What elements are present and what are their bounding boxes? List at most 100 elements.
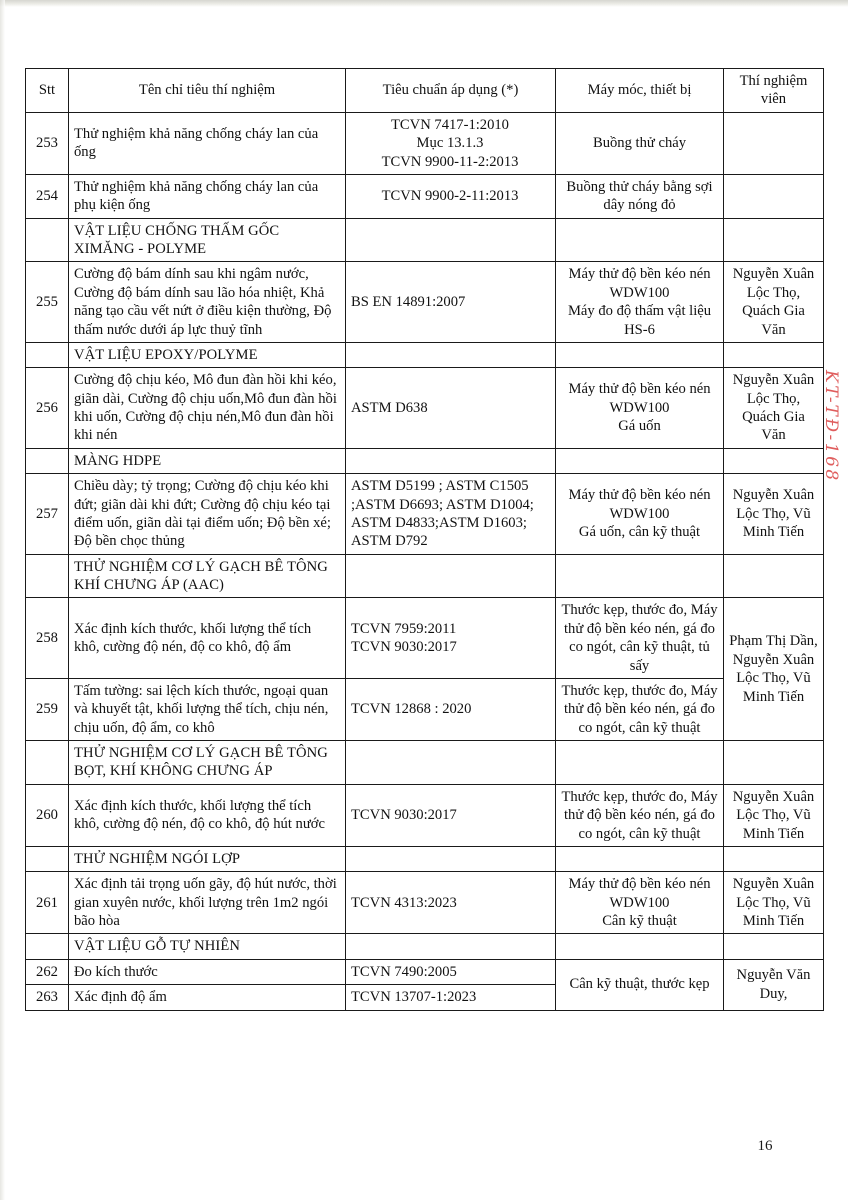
- row-name: Xác định kích thước, khối lượng thể tích…: [68, 597, 346, 679]
- row-name: Xác định kích thước, khối lượng thể tích…: [68, 783, 346, 847]
- row-technician: Nguyễn Xuân Lộc Thọ, Vũ Minh Tiến: [723, 473, 824, 555]
- section-standard-empty: [345, 933, 556, 960]
- row-name: Xác định độ ẩm: [68, 984, 346, 1011]
- row-name: Chiều dày; tỷ trọng; Cường độ chịu kéo k…: [68, 473, 346, 555]
- table-row: 261 Xác định tải trọng uốn gãy, độ hút n…: [25, 871, 824, 935]
- section-standard-empty: [345, 845, 556, 873]
- row-equipment: Thước kẹp, thước đo, Máy thử độ bền kéo …: [555, 677, 724, 742]
- section-title: THỬ NGHIỆM CƠ LÝ GẠCH BÊ TÔNG BỌT, KHÍ K…: [68, 740, 346, 785]
- section-stt-empty: [25, 341, 69, 369]
- row-standard: TCVN 7959:2011 TCVN 9030:2017: [345, 597, 556, 679]
- table-row: 255 Cường độ bám dính sau khi ngâm nước,…: [25, 261, 824, 343]
- section-stt-empty: [25, 217, 69, 263]
- section-row: THỬ NGHIỆM NGÓI LỢP: [25, 845, 824, 873]
- section-equipment-empty: [555, 740, 724, 785]
- row-technician: Nguyễn Xuân Lộc Thọ, Vũ Minh Tiến: [723, 871, 824, 935]
- section-technician-empty: [723, 933, 824, 960]
- row-technician: [723, 111, 824, 175]
- row-technician: Nguyễn Xuân Lộc Thọ, Quách Gia Văn: [723, 261, 824, 343]
- page-number: 16: [757, 1138, 773, 1154]
- section-technician-empty: [723, 740, 824, 785]
- row-equipment: Cân kỹ thuật, thước kẹp: [555, 958, 724, 1011]
- row-name: Tấm tường: sai lệch kích thước, ngoại qu…: [68, 677, 346, 742]
- row-standard: TCVN 13707-1:2023: [345, 984, 556, 1011]
- section-equipment-empty: [555, 447, 724, 475]
- section-equipment-empty: [555, 553, 724, 599]
- row-stt: 255: [25, 261, 69, 343]
- column-header-name: Tên chỉ tiêu thí nghiệm: [68, 68, 346, 113]
- table-row: 263 Xác định độ ẩm TCVN 13707-1:2023: [25, 984, 824, 1011]
- row-technician: Nguyễn Xuân Lộc Thọ, Vũ Minh Tiến: [723, 783, 824, 847]
- section-row: VẬT LIỆU GỖ TỰ NHIÊN: [25, 933, 824, 960]
- section-stt-empty: [25, 553, 69, 599]
- row-standard: ASTM D5199 ; ASTM C1505 ;ASTM D6693; AST…: [345, 473, 556, 555]
- row-standard: ASTM D638: [345, 367, 556, 449]
- row-equipment: Buồng thử cháy: [555, 111, 724, 175]
- table-row: 253 Thử nghiệm khả năng chống cháy lan c…: [25, 111, 824, 175]
- row-equipment: Máy thử độ bền kéo nén WDW100 Gá uốn: [555, 367, 724, 449]
- section-standard-empty: [345, 553, 556, 599]
- table-header: Stt Tên chỉ tiêu thí nghiệm Tiêu chuẩn á…: [25, 68, 824, 113]
- row-name: Xác định tải trọng uốn gãy, độ hút nước,…: [68, 871, 346, 935]
- section-stt-empty: [25, 933, 69, 960]
- section-standard-empty: [345, 217, 556, 263]
- section-title: THỬ NGHIỆM NGÓI LỢP: [68, 845, 346, 873]
- section-row: MÀNG HDPE: [25, 447, 824, 475]
- section-standard-empty: [345, 740, 556, 785]
- table-row: 258 Xác định kích thước, khối lượng thể …: [25, 597, 824, 741]
- scan-edge-left: [0, 0, 5, 1200]
- table-row: 259 Tấm tường: sai lệch kích thước, ngoạ…: [25, 677, 824, 742]
- section-title: MÀNG HDPE: [68, 447, 346, 475]
- section-stt-empty: [25, 740, 69, 785]
- section-title: THỬ NGHIỆM CƠ LÝ GẠCH BÊ TÔNG KHÍ CHƯNG …: [68, 553, 346, 599]
- section-standard-empty: [345, 447, 556, 475]
- row-name: Thử nghiệm khả năng chống cháy lan của ố…: [68, 111, 346, 175]
- row-name: Cường độ chịu kéo, Mô đun đàn hồi khi ké…: [68, 367, 346, 449]
- section-row: VẬT LIỆU EPOXY/POLYME: [25, 341, 824, 369]
- row-technician: Nguyễn Xuân Lộc Thọ, Quách Gia Văn: [723, 367, 824, 449]
- row-equipment: Buồng thử cháy bằng sợi dây nóng đỏ: [555, 173, 724, 219]
- row-name: Đo kích thước: [68, 958, 346, 986]
- row-stt: 258: [25, 597, 69, 679]
- row-stt: 260: [25, 783, 69, 847]
- row-equipment: Thước kẹp, thước đo, Máy thử độ bền kéo …: [555, 783, 724, 847]
- row-stt: 256: [25, 367, 69, 449]
- scan-edge-top: [0, 0, 848, 7]
- row-standard: TCVN 4313:2023: [345, 871, 556, 935]
- row-name: Cường độ bám dính sau khi ngâm nước, Cườ…: [68, 261, 346, 343]
- column-header-technician: Thí nghiệm viên: [723, 68, 824, 113]
- table-row: 262 Đo kích thước TCVN 7490:2005 Cân kỹ …: [25, 958, 824, 1011]
- row-equipment: Máy thử độ bền kéo nén WDW100 Gá uốn, cân…: [555, 473, 724, 555]
- row-technician: Nguyễn Văn Duy,: [723, 958, 824, 1011]
- section-equipment-empty: [555, 217, 724, 263]
- row-name: Thử nghiệm khả năng chống cháy lan của p…: [68, 173, 346, 219]
- row-equipment: Máy thử độ bền kéo nén WDW100 Máy đo độ t…: [555, 261, 724, 343]
- column-header-stt: Stt: [25, 68, 69, 113]
- section-equipment-empty: [555, 845, 724, 873]
- section-standard-empty: [345, 341, 556, 369]
- row-stt: 263: [25, 984, 69, 1011]
- section-title: VẬT LIỆU EPOXY/POLYME: [68, 341, 346, 369]
- section-technician-empty: [723, 217, 824, 263]
- section-title: VẬT LIỆU CHỐNG THẤM GỐC XIMĂNG - POLYME: [68, 217, 346, 263]
- row-equipment: Máy thử độ bền kéo nén WDW100 Cân kỹ thuậ…: [555, 871, 724, 935]
- section-row: THỬ NGHIỆM CƠ LÝ GẠCH BÊ TÔNG KHÍ CHƯNG …: [25, 553, 824, 599]
- row-technician: [723, 173, 824, 219]
- section-row: THỬ NGHIỆM CƠ LÝ GẠCH BÊ TÔNG BỌT, KHÍ K…: [25, 740, 824, 785]
- section-stt-empty: [25, 447, 69, 475]
- section-equipment-empty: [555, 933, 724, 960]
- table-row: 254 Thử nghiệm khả năng chống cháy lan c…: [25, 173, 824, 219]
- table-row: 260 Xác định kích thước, khối lượng thể …: [25, 783, 824, 847]
- section-equipment-empty: [555, 341, 724, 369]
- table-header-row: Stt Tên chỉ tiêu thí nghiệm Tiêu chuẩn á…: [25, 68, 824, 113]
- test-indicators-table: Stt Tên chỉ tiêu thí nghiệm Tiêu chuẩn á…: [25, 68, 824, 1011]
- section-row: VẬT LIỆU CHỐNG THẤM GỐC XIMĂNG - POLYME: [25, 217, 824, 263]
- row-equipment: Thước kẹp, thước đo, Máy thử độ bền kéo …: [555, 597, 724, 679]
- row-standard: TCVN 7490:2005: [345, 958, 556, 986]
- section-title: VẬT LIỆU GỖ TỰ NHIÊN: [68, 933, 346, 960]
- row-standard: TCVN 9030:2017: [345, 783, 556, 847]
- section-technician-empty: [723, 845, 824, 873]
- section-stt-empty: [25, 845, 69, 873]
- handwritten-margin-annotation: KT-TĐ-168: [821, 370, 841, 483]
- row-stt: 257: [25, 473, 69, 555]
